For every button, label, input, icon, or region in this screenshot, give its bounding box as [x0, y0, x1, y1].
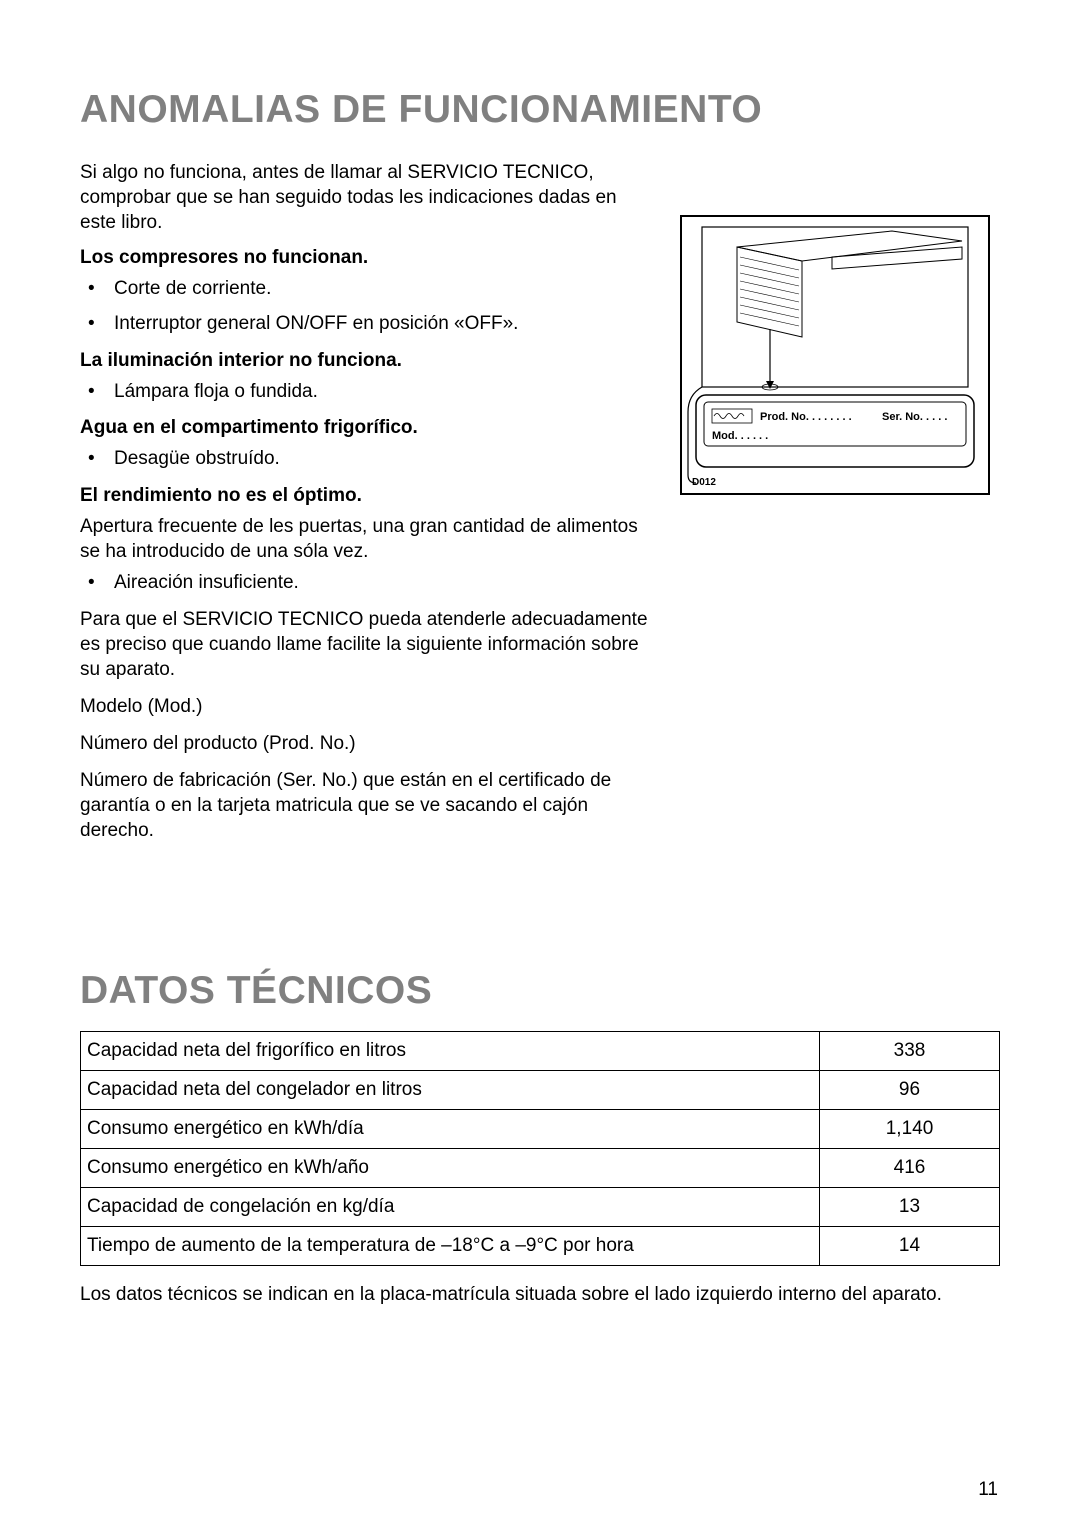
two-column-layout: Si algo no funciona, antes de llamar al … — [80, 160, 1000, 849]
rating-plate-diagram: Prod. No. . . . . . . . Ser. No. . . . .… — [680, 215, 990, 495]
list-agua: Desagüe obstruído. — [80, 446, 650, 473]
diagram-label-mod: Mod. . . . . . — [712, 430, 768, 442]
heading-compresores: Los compresores no funcionan. — [80, 245, 650, 270]
spec-label: Capacidad de congelación en kg/día — [81, 1188, 820, 1227]
table-row: Capacidad neta del congelador en litros … — [81, 1071, 1000, 1110]
technical-footnote: Los datos técnicos se indican en la plac… — [80, 1282, 1000, 1307]
table-row: Tiempo de aumento de la temperatura de –… — [81, 1227, 1000, 1266]
diagram-label-prod: Prod. No. . . . . . . . — [760, 411, 852, 423]
section-title-datos: DATOS TÉCNICOS — [80, 969, 1000, 1013]
spec-label: Tiempo de aumento de la temperatura de –… — [81, 1227, 820, 1266]
heading-rendimiento: El rendimiento no es el óptimo. — [80, 483, 650, 508]
list-iluminacion: Lámpara floja o fundida. — [80, 379, 650, 406]
paragraph-modelo: Modelo (Mod.) — [80, 694, 650, 719]
paragraph-prodno: Número del producto (Prod. No.) — [80, 731, 650, 756]
paragraph-serno: Número de fabricación (Ser. No.) que est… — [80, 768, 650, 843]
spec-value: 13 — [820, 1188, 1000, 1227]
spec-value: 1,140 — [820, 1110, 1000, 1149]
list-item: Corte de corriente. — [80, 276, 650, 303]
spec-value: 14 — [820, 1227, 1000, 1266]
diagram-code: D012 — [692, 477, 716, 488]
table-row: Capacidad neta del frigorífico en litros… — [81, 1032, 1000, 1071]
list-item: Lámpara floja o fundida. — [80, 379, 650, 406]
table-body: Capacidad neta del frigorífico en litros… — [81, 1032, 1000, 1266]
spec-value: 96 — [820, 1071, 1000, 1110]
table-row: Capacidad de congelación en kg/día 13 — [81, 1188, 1000, 1227]
paragraph-rendimiento: Apertura frecuente de les puertas, una g… — [80, 514, 650, 564]
spec-label: Capacidad neta del congelador en litros — [81, 1071, 820, 1110]
list-rendimiento: Aireación insuficiente. — [80, 570, 650, 597]
technical-data-table: Capacidad neta del frigorífico en litros… — [80, 1031, 1000, 1266]
heading-iluminacion: La iluminación interior no funciona. — [80, 348, 650, 373]
heading-agua: Agua en el compartimento frigorífico. — [80, 415, 650, 440]
list-compresores: Corte de corriente. Interruptor general … — [80, 276, 650, 337]
spec-value: 338 — [820, 1032, 1000, 1071]
diagram-label-ser: Ser. No. . . . . — [882, 411, 947, 423]
left-column: Si algo no funciona, antes de llamar al … — [80, 160, 650, 849]
list-item: Desagüe obstruído. — [80, 446, 650, 473]
page-number: 11 — [978, 1479, 998, 1501]
spec-label: Consumo energético en kWh/día — [81, 1110, 820, 1149]
paragraph-servicio: Para que el SERVICIO TECNICO pueda atend… — [80, 607, 650, 682]
table-row: Consumo energético en kWh/día 1,140 — [81, 1110, 1000, 1149]
spec-label: Capacidad neta del frigorífico en litros — [81, 1032, 820, 1071]
table-row: Consumo energético en kWh/año 416 — [81, 1149, 1000, 1188]
right-column: Prod. No. . . . . . . . Ser. No. . . . .… — [680, 160, 1000, 849]
spec-value: 416 — [820, 1149, 1000, 1188]
list-item: Interruptor general ON/OFF en posición «… — [80, 311, 650, 338]
spec-label: Consumo energético en kWh/año — [81, 1149, 820, 1188]
section-title-anomalias: ANOMALIAS DE FUNCIONAMIENTO — [80, 88, 1000, 132]
intro-paragraph: Si algo no funciona, antes de llamar al … — [80, 160, 650, 235]
list-item: Aireación insuficiente. — [80, 570, 650, 597]
